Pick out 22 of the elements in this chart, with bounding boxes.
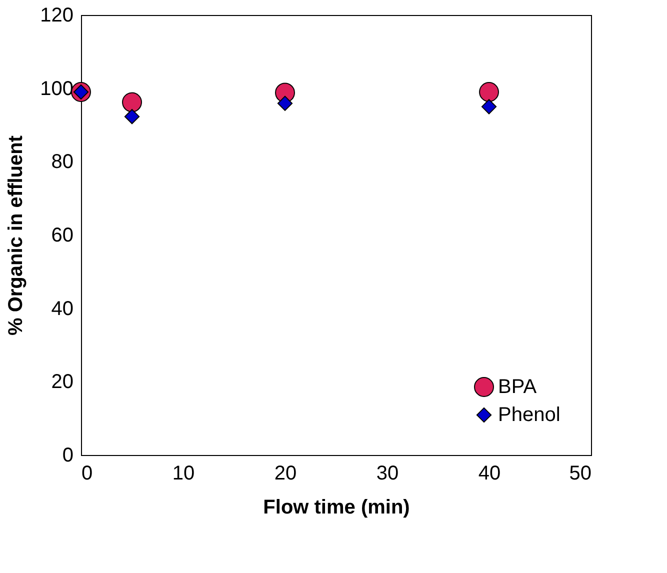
- x-tick-label: 40: [478, 462, 501, 484]
- y-tick-label: 100: [40, 78, 74, 100]
- x-tick-label: 30: [376, 462, 399, 484]
- x-tick-label: 50: [569, 462, 592, 484]
- y-axis-title: % Organic in effluent: [5, 135, 28, 336]
- point: [122, 92, 142, 112]
- y-tick-label: 40: [51, 298, 74, 320]
- y-tick-label: 120: [40, 4, 74, 26]
- y-tick-label: 0: [62, 444, 74, 466]
- y-tick-label: 60: [51, 224, 74, 246]
- point: [479, 82, 499, 102]
- x-tick-label: 0: [82, 462, 93, 484]
- x-tick-label: 10: [172, 462, 195, 484]
- x-axis-title: Flow time (min): [263, 496, 410, 518]
- y-tick-label: 20: [51, 371, 74, 394]
- legend-label: BPA: [498, 376, 538, 398]
- legend-label: Phenol: [498, 404, 560, 426]
- point: [124, 108, 140, 124]
- x-tick-label: 20: [274, 462, 297, 484]
- y-tick-label: 80: [51, 151, 74, 174]
- point: [277, 96, 293, 111]
- point: [481, 99, 497, 114]
